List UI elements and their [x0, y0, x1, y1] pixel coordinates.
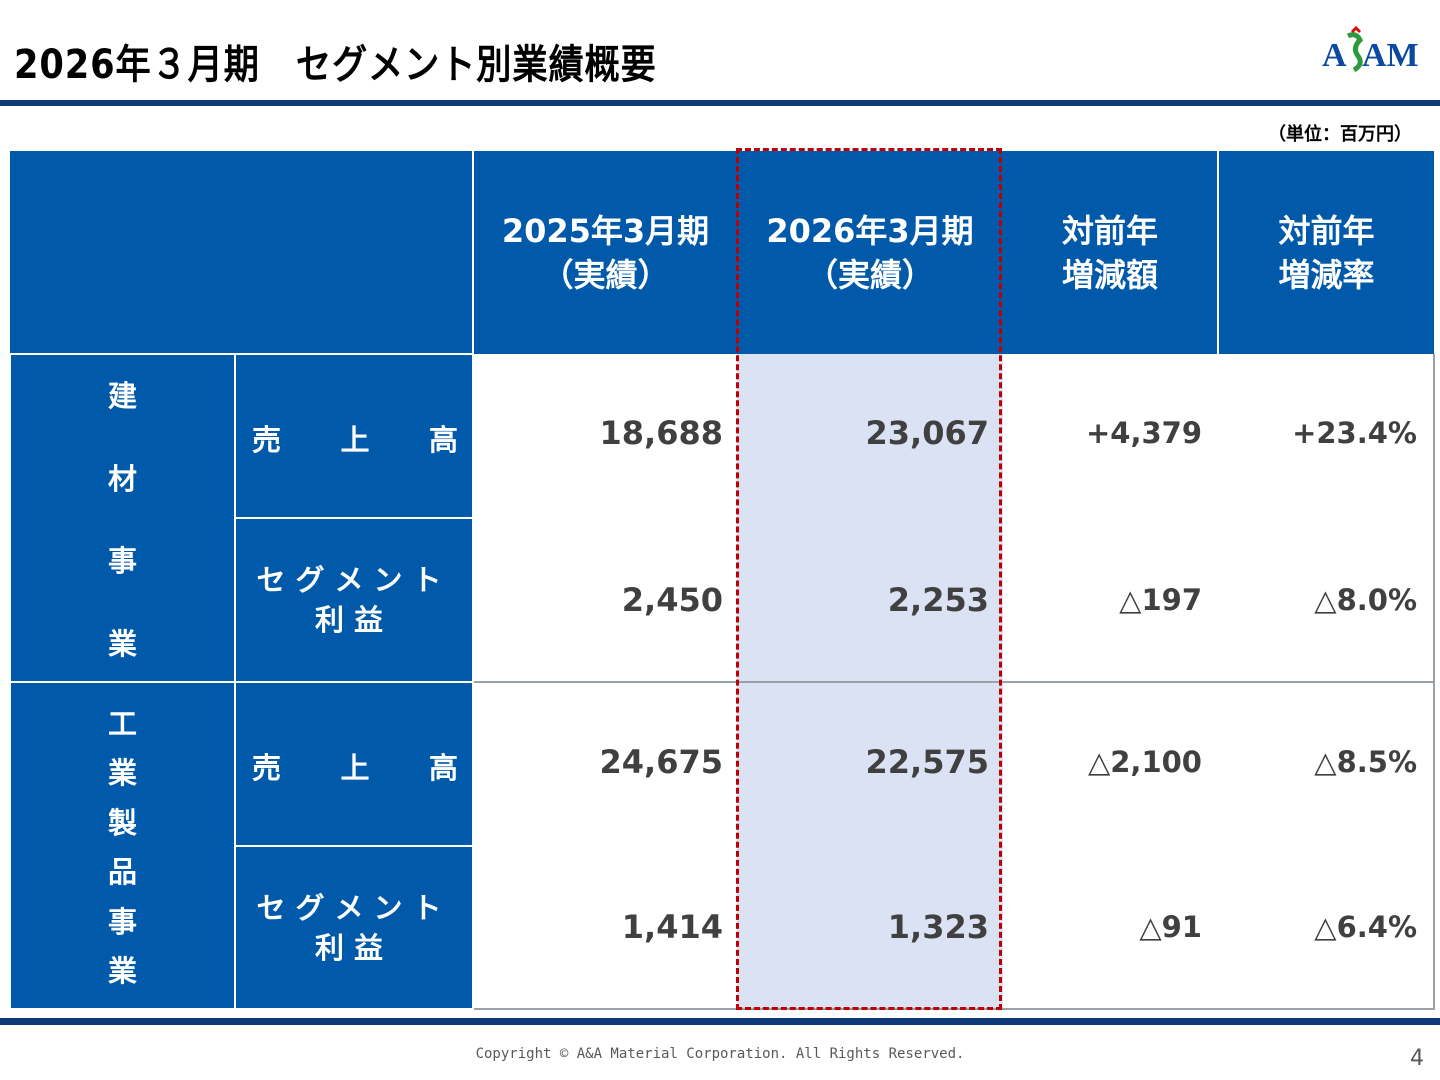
value-rate: +23.4% — [1218, 354, 1435, 518]
unit-note: （単位：百万円） — [1268, 124, 1412, 145]
value-change: +4,379 — [1085, 416, 1202, 450]
svg-text:AM: AM — [1362, 37, 1419, 74]
value-change: △91 — [1003, 846, 1218, 1010]
value-prev: 1,414 — [473, 846, 737, 1010]
table-row: 工 業 製 品 事 業 売 上 高 24,675 22,575 △2,100 △… — [9, 681, 1435, 1010]
value-rate: △8.5% — [1218, 682, 1435, 846]
segment-name-industrial-products: 工 業 製 品 事 業 — [9, 681, 236, 1010]
value-rate: △8.0% — [1218, 518, 1435, 683]
copyright-text: Copyright © A&A Material Corporation. Al… — [475, 1046, 965, 1062]
svg-text:A: A — [1322, 37, 1347, 74]
header-row: 2025年3月期 （実績） 2026年3月期 （実績） 対前年 増減額 対前年 … — [10, 151, 1434, 354]
footer-rule — [0, 1018, 1440, 1025]
value-current: 1,323 — [737, 846, 1003, 1010]
value-prev: 24,675 — [599, 743, 723, 781]
segment-name-building-materials: 建 材 事 業 — [9, 353, 236, 683]
value-current: 23,067 — [737, 354, 1003, 518]
header-blank — [10, 151, 473, 354]
segment-results-table: 2025年3月期 （実績） 2026年3月期 （実績） 対前年 増減額 対前年 … — [9, 151, 1435, 1010]
row-label-sales: 売 上 高 — [234, 681, 474, 847]
row-label-segment-profit: セグメント 利益 — [234, 517, 474, 683]
page-number: 4 — [1410, 1046, 1424, 1071]
table-row: セグメント 利益 2,450 2,253 △197 △8.0% — [10, 517, 1435, 683]
row-label-segment-profit: セグメント 利益 — [234, 845, 474, 1010]
header-prev-year: 2025年3月期 （実績） — [472, 151, 737, 354]
company-logo: A AM — [1322, 26, 1419, 74]
value-prev: 2,450 — [473, 518, 737, 683]
row-label-sales: 売 上 高 — [234, 353, 474, 519]
value-current: 2,253 — [737, 518, 1003, 683]
page-title: 2026年３月期 セグメント別業績概要 — [14, 42, 657, 88]
header-current-year: 2026年3月期 （実績） — [737, 151, 1003, 354]
header-yoy-change: 対前年 増減額 — [1003, 151, 1218, 354]
table-row: 建 材 事 業 売 上 高 18,688 23,067 +4,379 +23.4… — [9, 353, 1435, 683]
table-row: セグメント 利益 1,414 1,323 △91 △6.4% — [10, 845, 1435, 1010]
value-change: △197 — [1003, 518, 1218, 683]
value-rate: △6.4% — [1218, 846, 1435, 1010]
value-prev: 18,688 — [599, 414, 723, 452]
header-yoy-rate: 対前年 増減率 — [1217, 151, 1434, 354]
value-change: △2,100 — [1087, 745, 1202, 779]
header-rule — [0, 100, 1440, 106]
value-current: 22,575 — [737, 682, 1003, 846]
